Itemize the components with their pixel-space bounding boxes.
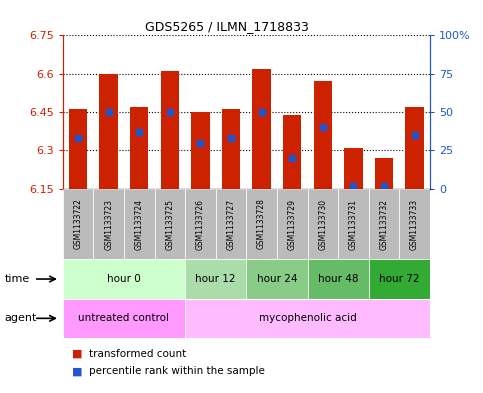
Bar [155,189,185,259]
Bar [313,81,332,189]
Text: untreated control: untreated control [78,313,170,323]
Bar [185,189,216,259]
Bar [63,189,93,259]
Text: transformed count: transformed count [89,349,186,359]
Text: agent: agent [5,313,37,323]
Text: GSM1133730: GSM1133730 [318,198,327,250]
Point [288,155,296,161]
Text: GSM1133727: GSM1133727 [227,198,236,250]
Point [227,135,235,141]
Bar [246,189,277,259]
Bar [216,189,246,259]
Bar [399,189,430,259]
Point [411,132,418,138]
Bar [185,299,430,338]
Text: GSM1133731: GSM1133731 [349,198,358,250]
Bar [338,189,369,259]
Bar [375,158,393,189]
Bar [308,259,369,299]
Text: time: time [5,274,30,284]
Text: GSM1133722: GSM1133722 [73,198,83,250]
Bar [277,189,308,259]
Bar [246,259,308,299]
Text: mycophenolic acid: mycophenolic acid [258,313,356,323]
Text: GSM1133732: GSM1133732 [380,198,388,250]
Point [105,109,113,115]
Bar [369,189,399,259]
Text: GSM1133725: GSM1133725 [165,198,174,250]
Bar [308,189,338,259]
Point [197,140,204,146]
Text: GSM1133724: GSM1133724 [135,198,144,250]
Text: GSM1133733: GSM1133733 [410,198,419,250]
Bar [99,74,118,189]
Text: hour 72: hour 72 [379,274,420,284]
Bar [283,115,301,189]
Text: GDS5265 / ILMN_1718833: GDS5265 / ILMN_1718833 [145,20,309,33]
Bar [63,259,185,299]
Point [350,182,357,189]
Bar [130,107,148,189]
Point [380,182,388,189]
Point [258,109,266,115]
Bar [405,107,424,189]
Text: GSM1133728: GSM1133728 [257,198,266,250]
Text: hour 24: hour 24 [256,274,297,284]
Point [135,129,143,135]
Text: GSM1133723: GSM1133723 [104,198,113,250]
Point [319,124,327,130]
Text: hour 0: hour 0 [107,274,141,284]
Bar [369,259,430,299]
Bar [161,71,179,189]
Point [166,109,174,115]
Bar [124,189,155,259]
Point [74,135,82,141]
Bar [222,110,240,189]
Bar [191,112,210,189]
Bar [93,189,124,259]
Text: hour 12: hour 12 [196,274,236,284]
Text: percentile rank within the sample: percentile rank within the sample [89,366,265,376]
Text: hour 48: hour 48 [318,274,358,284]
Bar [344,148,363,189]
Text: ■: ■ [72,366,83,376]
Text: GSM1133729: GSM1133729 [288,198,297,250]
Bar [63,299,185,338]
Bar [185,259,246,299]
Text: GSM1133726: GSM1133726 [196,198,205,250]
Bar [253,69,271,189]
Text: ■: ■ [72,349,83,359]
Bar [69,110,87,189]
